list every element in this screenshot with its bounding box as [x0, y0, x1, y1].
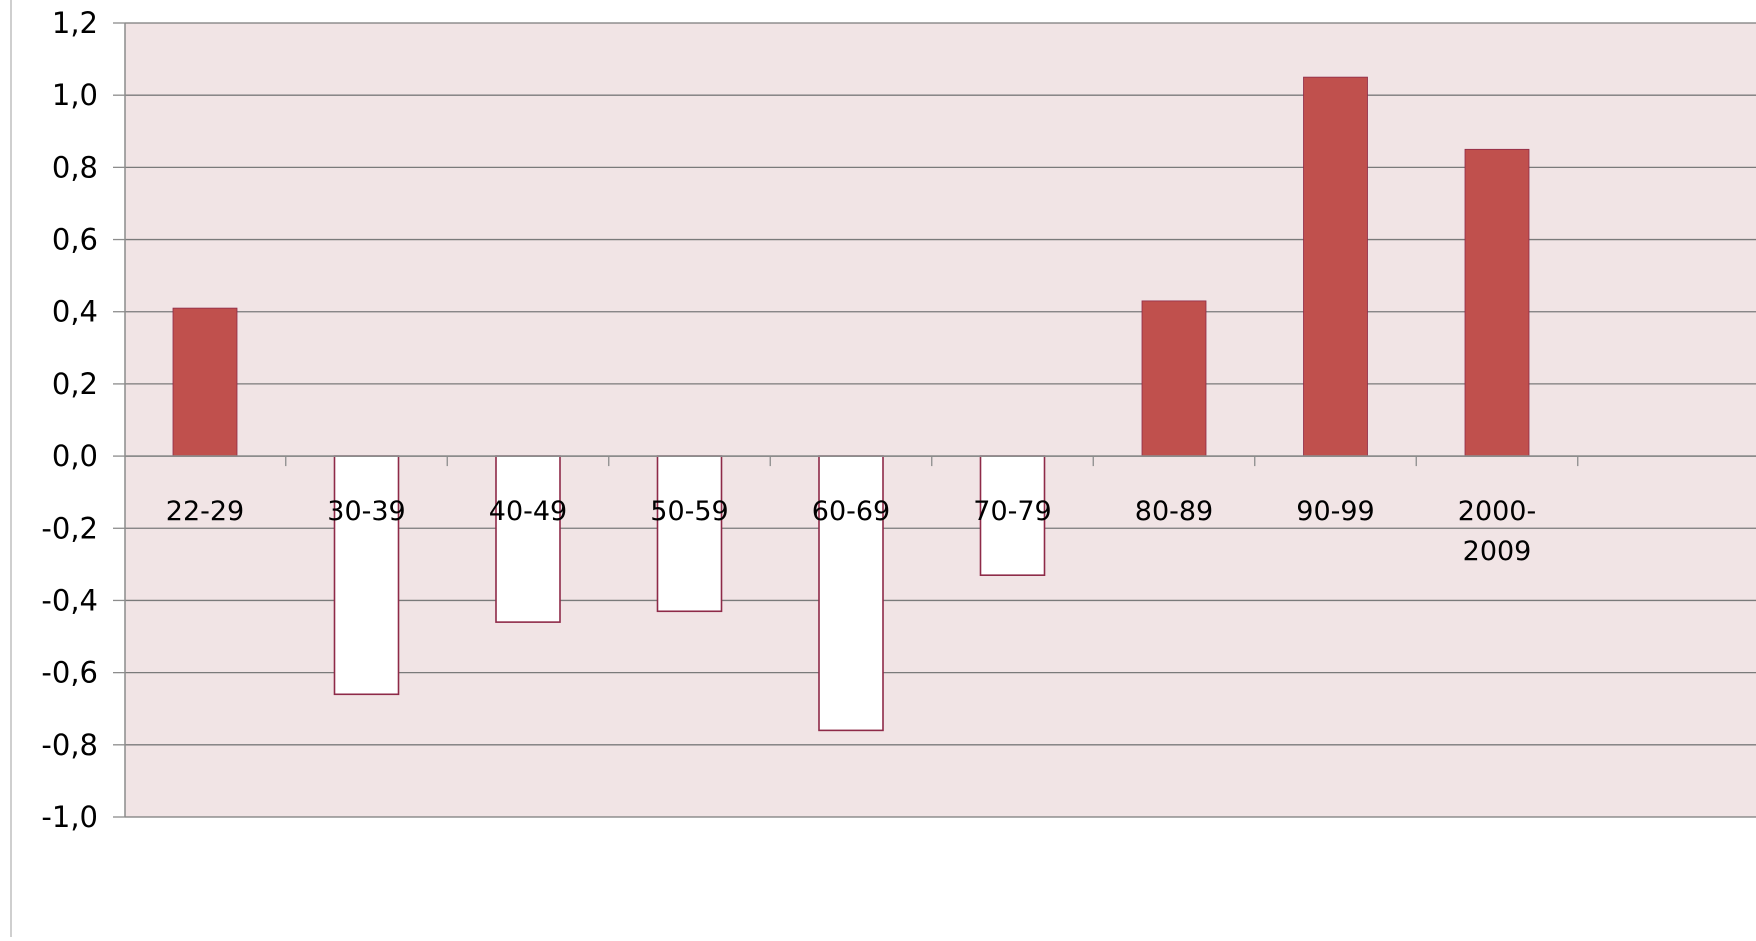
bar-2000-2009 — [1464, 148, 1530, 457]
y-tick-label: 1,0 — [52, 78, 98, 112]
bar-50-59 — [656, 455, 723, 613]
y-tick-label: 1,2 — [52, 6, 98, 40]
y-tick-label: 0,4 — [52, 295, 98, 329]
x-tick-label: 40-49 — [489, 496, 567, 527]
bar-22-29 — [172, 307, 238, 457]
x-tick-label: 90-99 — [1296, 496, 1374, 527]
bar-80-89 — [1141, 300, 1207, 457]
y-tick-label: 0,6 — [52, 223, 98, 257]
x-tick-label: 80-89 — [1135, 496, 1213, 527]
y-tick-label: -0,8 — [41, 728, 98, 762]
x-tick-label: 22-29 — [166, 496, 244, 527]
x-tick-label: 30-39 — [327, 496, 405, 527]
bar-30-39 — [333, 455, 400, 696]
bar-90-99 — [1303, 76, 1368, 457]
x-tick-label: 60-69 — [812, 496, 890, 527]
x-tick-label: 50-59 — [650, 496, 728, 527]
y-tick-label: 0,8 — [52, 150, 98, 184]
y-tick-label: -0,6 — [41, 656, 98, 690]
y-tick-label: -1,0 — [41, 800, 98, 834]
x-tick-label: 2000-2009 — [1458, 496, 1536, 567]
bar-40-49 — [495, 455, 561, 623]
bar-60-69 — [818, 455, 884, 732]
y-tick-label: 0,0 — [52, 439, 98, 473]
y-tick-label: -0,2 — [41, 511, 98, 545]
y-tick-label: -0,4 — [41, 583, 98, 617]
x-tick-label: 70-79 — [973, 496, 1051, 527]
bar-70-79 — [979, 455, 1046, 576]
y-tick-label: 0,2 — [52, 367, 98, 401]
